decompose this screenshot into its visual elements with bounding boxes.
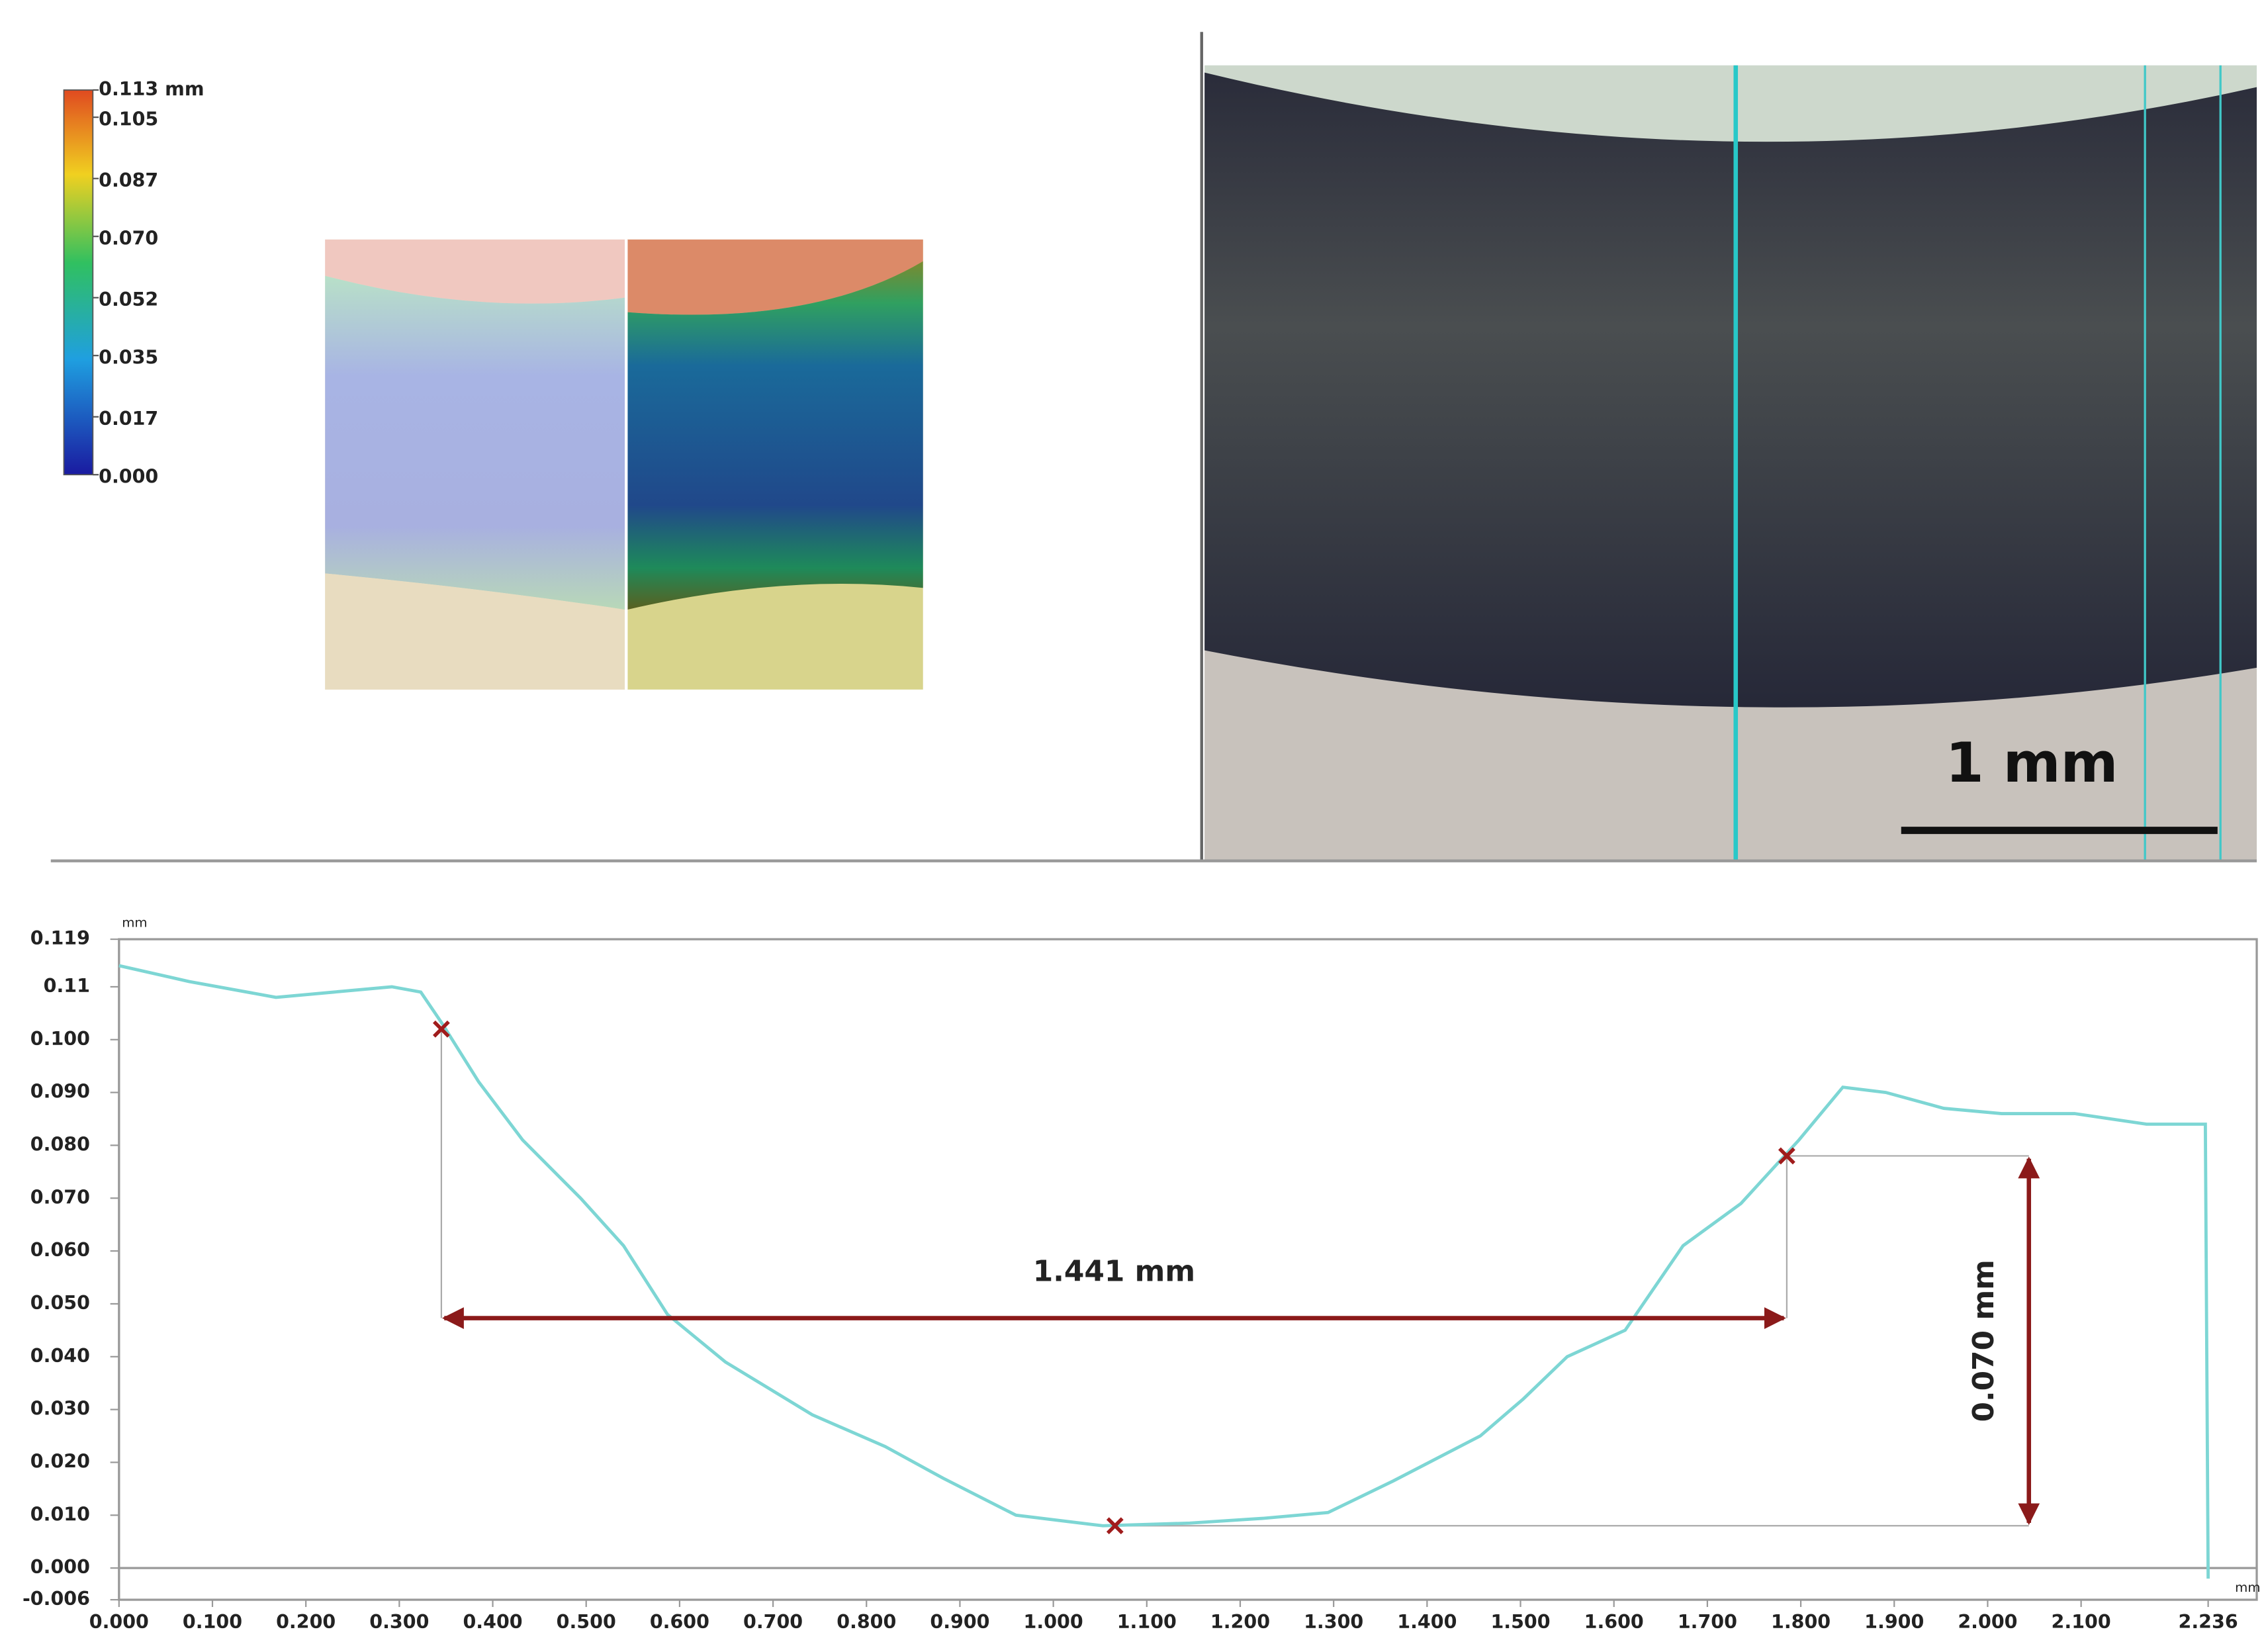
y-tick-label: 0.020 (30, 1450, 90, 1472)
colorbar-tick-label: 0.105 (99, 109, 158, 130)
colorbar-tick-label: 0.000 (99, 466, 158, 488)
scale-bar-label: 1 mm (1946, 731, 2118, 795)
x-tick-label: 2.000 (1958, 1611, 2017, 1633)
x-tick-label: 0.400 (463, 1611, 522, 1633)
x-tick-label: 0.800 (837, 1611, 896, 1633)
y-tick-label: 0.040 (30, 1345, 90, 1367)
image-region (627, 239, 923, 315)
colorbar-tick-label: 0.113 mm (99, 78, 204, 100)
x-tick-label: 1.000 (1024, 1611, 1083, 1633)
height-map-image (325, 239, 923, 690)
y-tick-label: 0.010 (30, 1503, 90, 1525)
x-tick-label: 1.300 (1304, 1611, 1363, 1633)
colorbar-tick-label: 0.070 (99, 228, 158, 250)
y-tick-label: 0.030 (30, 1398, 90, 1420)
x-tick-label: 0.500 (557, 1611, 616, 1633)
plot-frame (118, 938, 2258, 1601)
x-tick-label: 1.500 (1490, 1611, 1550, 1633)
y-tick-label: 0.119 (30, 927, 90, 949)
profile-line (118, 964, 2210, 1579)
y-tick-label: 0.100 (30, 1028, 90, 1050)
colorbar (63, 89, 94, 476)
x-tick-label: 2.100 (2052, 1611, 2111, 1633)
colorbar-tick-label: 0.017 (99, 408, 158, 430)
image-region (325, 239, 626, 304)
image-region (627, 261, 923, 610)
colorbar-tick-label: 0.052 (99, 289, 158, 310)
image-region (325, 573, 626, 690)
micrograph-lower-surface (1204, 639, 2257, 860)
x-tick-label: 1.100 (1117, 1611, 1177, 1633)
x-tick-label: 1.400 (1397, 1611, 1457, 1633)
x-tick-label: 0.100 (183, 1611, 242, 1633)
x-tick-label: 1.700 (1678, 1611, 1737, 1633)
x-tick-label: 0.700 (743, 1611, 803, 1633)
y-tick-label: 0.070 (30, 1186, 90, 1208)
y-unit-label: mm (122, 915, 147, 930)
y-tick-label: 0.060 (30, 1239, 90, 1261)
x-tick-label: 0.900 (930, 1611, 989, 1633)
measurement-marker (432, 1020, 450, 1038)
y-tick-label: -0.006 (23, 1588, 90, 1610)
y-tick-label: 0.090 (30, 1081, 90, 1103)
x-tick-label: 0.200 (276, 1611, 336, 1633)
measurement-marker (1106, 1517, 1124, 1535)
x-unit-label: mm (2235, 1580, 2260, 1595)
x-tick-label: 0.600 (650, 1611, 709, 1633)
x-tick-label: 2.236 (2179, 1611, 2238, 1633)
x-tick-label: 1.200 (1210, 1611, 1270, 1633)
image-region (325, 275, 626, 610)
x-tick-label: 1.800 (1771, 1611, 1831, 1633)
micrograph: 1 mm (1204, 65, 2257, 860)
x-tick-label: 1.600 (1584, 1611, 1644, 1633)
x-tick-label: 0.000 (89, 1611, 149, 1633)
y-tick-label: 0.000 (30, 1556, 90, 1578)
x-tick-label: 1.900 (1864, 1611, 1924, 1633)
x-tick-label: 0.300 (369, 1611, 429, 1633)
y-tick-label: 0.050 (30, 1292, 90, 1314)
y-tick-label: 0.080 (30, 1133, 90, 1155)
colorbar-tick-label: 0.087 (99, 169, 158, 191)
width-annotation: 1.441 mm (1033, 1255, 1195, 1289)
colorbar-tick-label: 0.035 (99, 347, 158, 369)
wear-scar (1204, 72, 2257, 708)
y-tick-label: 0.11 (44, 975, 90, 997)
measurement-marker (1778, 1147, 1795, 1165)
depth-annotation: 0.070 mm (1967, 1260, 2001, 1422)
